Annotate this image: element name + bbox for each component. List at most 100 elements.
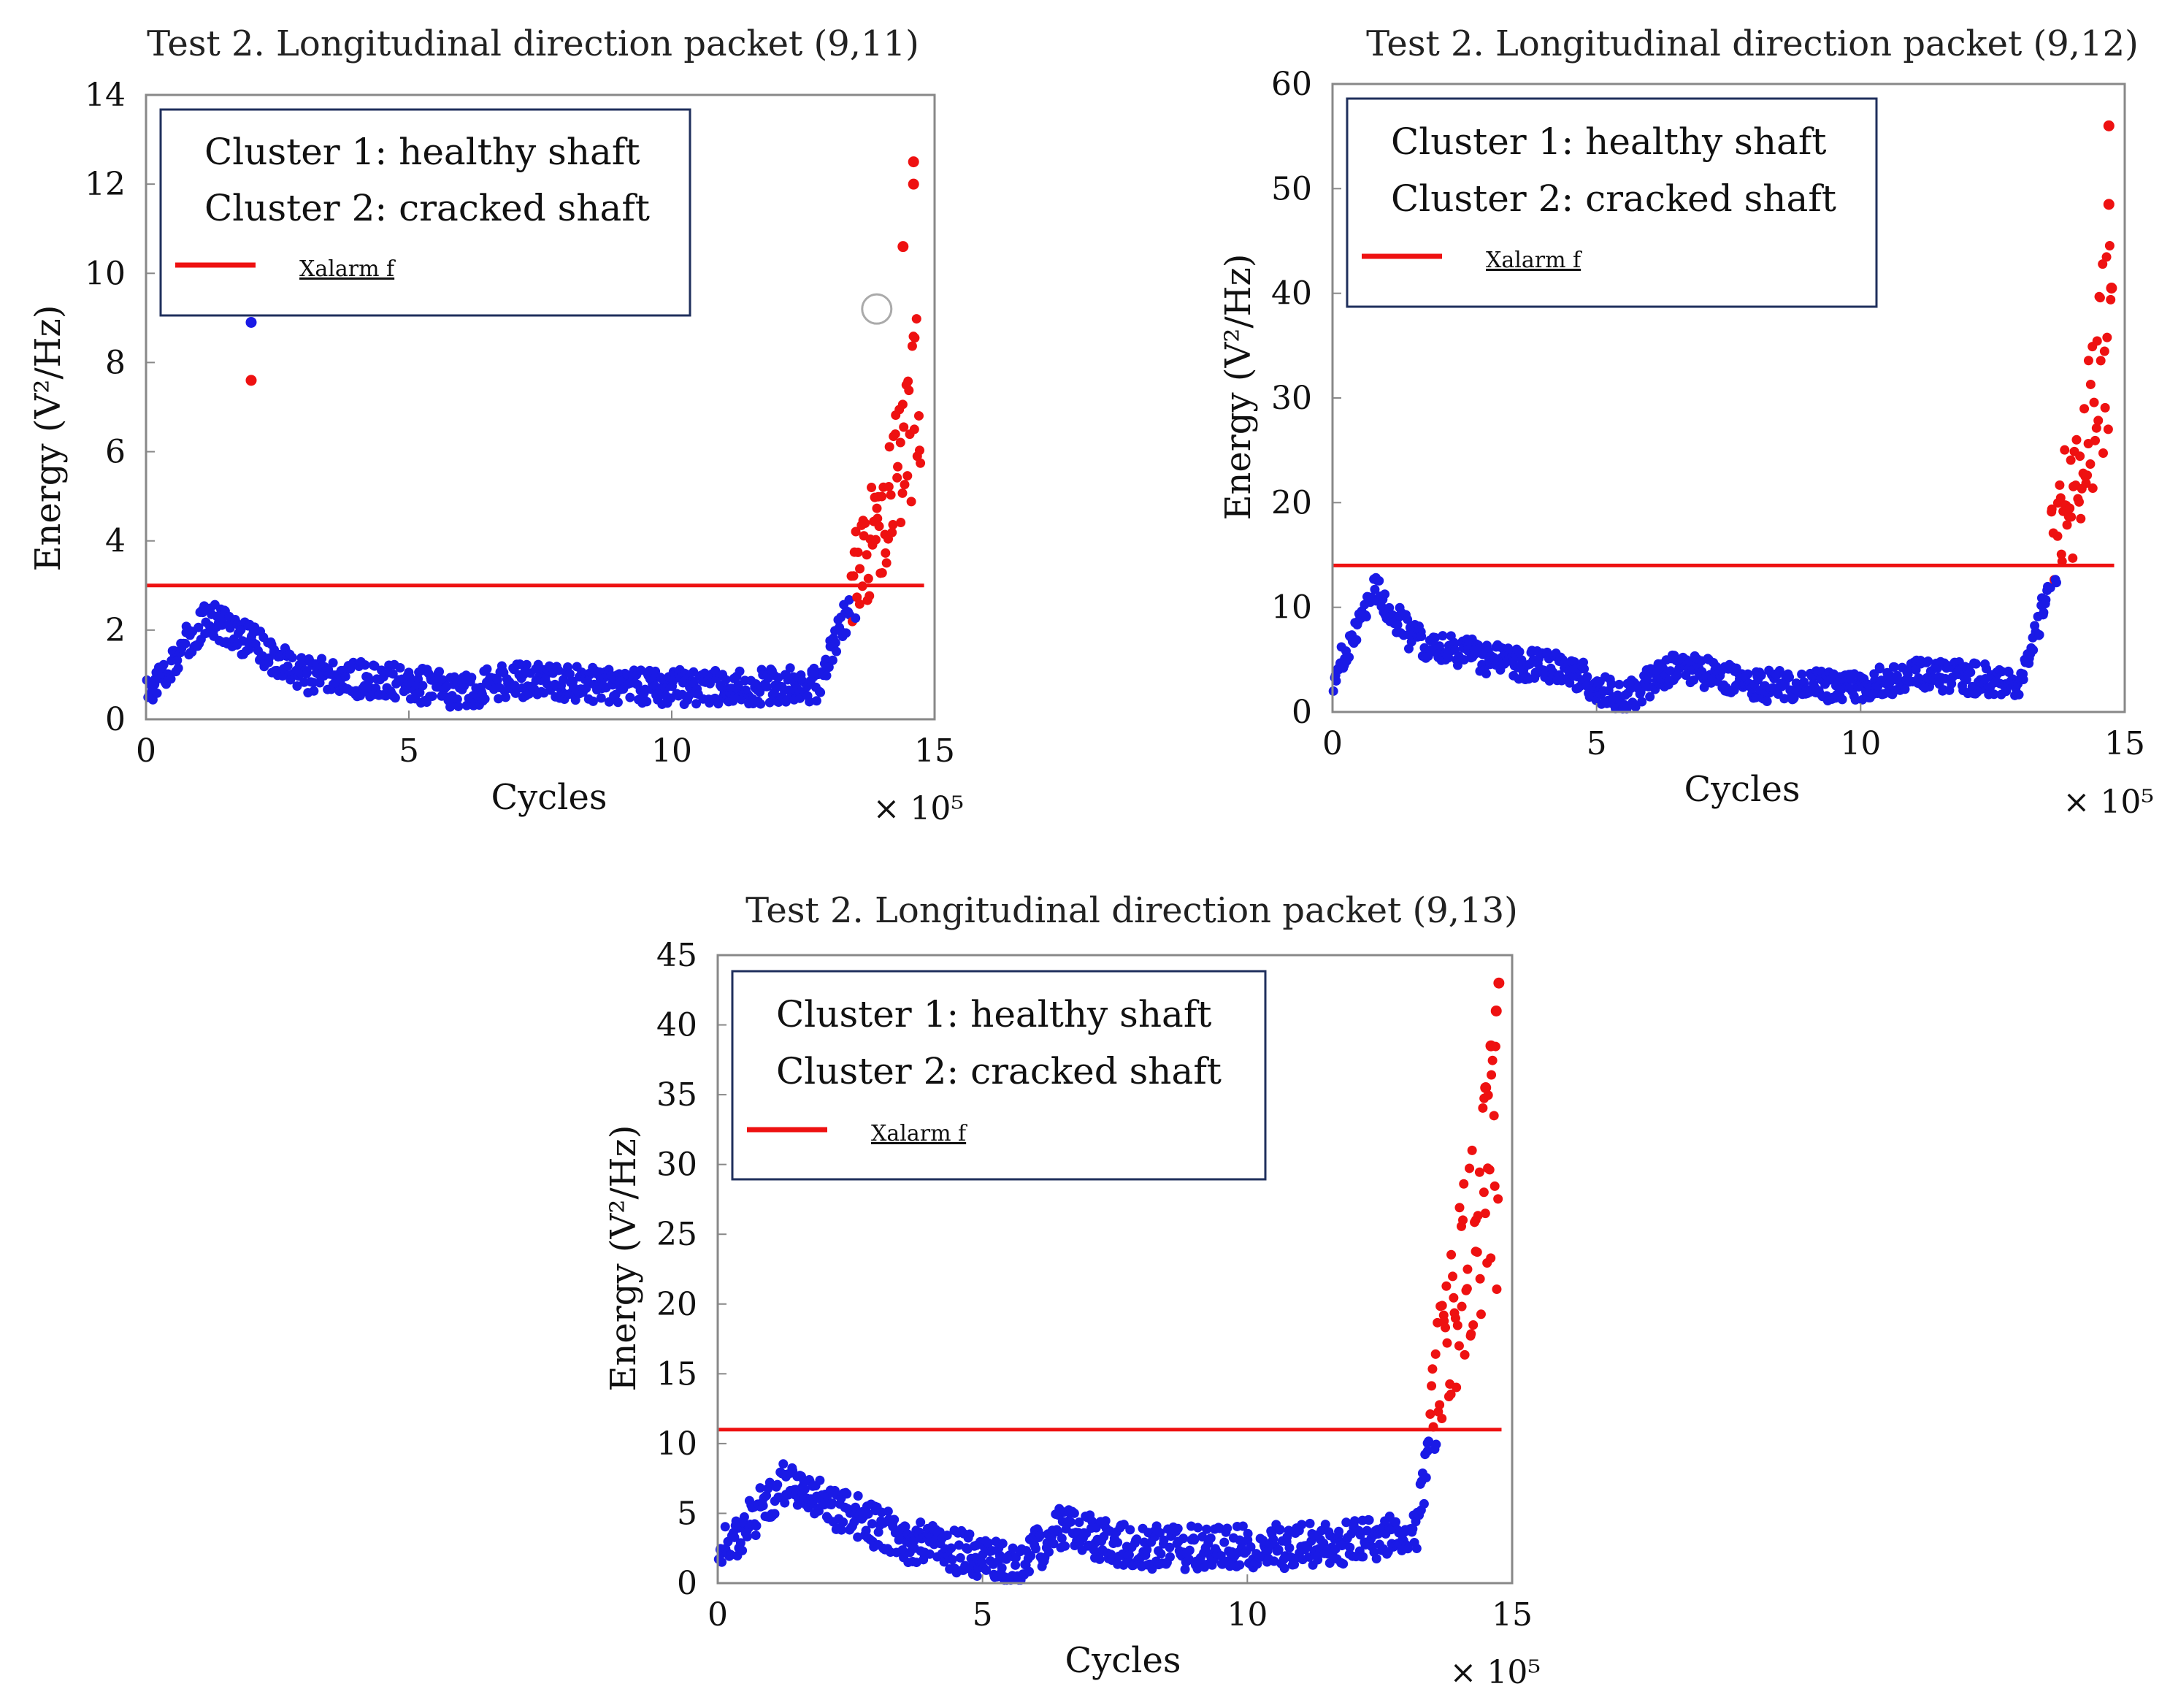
cracked-point	[851, 526, 861, 537]
healthy-point	[815, 1475, 825, 1485]
legend: Cluster 1: healthy shaft Cluster 2: crac…	[731, 970, 1267, 1181]
cracked-point	[1487, 1055, 1498, 1065]
healthy-point	[510, 681, 520, 691]
healthy-point	[510, 688, 521, 698]
healthy-point	[844, 595, 854, 605]
healthy-point	[889, 1514, 900, 1525]
cracked-point	[1489, 1111, 1499, 1121]
cracked-point	[1492, 1284, 1502, 1295]
healthy-point	[1074, 1517, 1084, 1528]
y-tick-label: 0	[1292, 694, 1312, 731]
healthy-point	[2014, 689, 2024, 700]
legend-box	[731, 970, 1267, 1181]
plot-area-frame	[145, 93, 936, 721]
y-tick-label: 5	[677, 1495, 697, 1532]
healthy-point	[173, 663, 183, 673]
healthy-point	[309, 686, 319, 696]
healthy-point	[558, 675, 568, 685]
x-tick-label: 10	[651, 732, 692, 770]
healthy-point	[1370, 584, 1380, 594]
healthy-point	[1235, 1560, 1245, 1570]
cracked-point	[910, 333, 920, 343]
cracked-point	[890, 429, 900, 439]
cracked-point	[886, 490, 896, 500]
healthy-point	[1424, 1436, 1434, 1447]
healthy-point	[1243, 1528, 1253, 1539]
healthy-point	[863, 1509, 873, 1519]
healthy-point	[515, 659, 525, 669]
cracked-point	[906, 497, 916, 507]
cracked-point	[2062, 520, 2072, 530]
cracked-point	[1479, 1187, 1489, 1198]
y-tick-label: 40	[656, 1007, 697, 1044]
healthy-point	[830, 637, 840, 648]
legend-entry-alarm: Xalarm f	[1486, 248, 1582, 273]
healthy-point	[813, 1506, 824, 1516]
cracked-point	[1452, 1382, 1462, 1393]
healthy-point	[1582, 672, 1592, 682]
healthy-point	[1900, 684, 1910, 694]
cracked-point	[1442, 1338, 1452, 1348]
healthy-point	[735, 666, 745, 676]
y-tick-label: 10	[1271, 589, 1312, 627]
healthy-point	[954, 1540, 964, 1550]
healthy-point	[2051, 578, 2061, 588]
healthy-point	[1408, 1524, 1418, 1534]
healthy-point	[997, 1539, 1008, 1549]
healthy-point	[1421, 1472, 1431, 1482]
cracked-point	[1430, 1349, 1441, 1359]
y-tick-label: 0	[105, 701, 126, 738]
cracked-point	[2092, 336, 2102, 346]
cracked-point	[2096, 356, 2106, 366]
healthy-point	[1026, 1550, 1036, 1560]
healthy-point	[853, 1532, 863, 1542]
cracked-point	[2065, 503, 2075, 513]
healthy-point	[1630, 702, 1641, 712]
healthy-point	[1606, 679, 1617, 689]
cracked-point	[2091, 423, 2101, 433]
x-tick-label: 10	[1227, 1596, 1268, 1634]
legend-entry-cracked: Cluster 2: cracked shaft	[776, 1050, 1222, 1092]
healthy-point	[942, 1530, 952, 1540]
cracked-point	[1425, 1409, 1435, 1420]
cracked-point	[2093, 415, 2104, 426]
healthy-point	[1837, 694, 1847, 705]
healthy-point	[287, 653, 297, 663]
healthy-point	[1419, 1498, 1429, 1509]
healthy-point	[1431, 1439, 1441, 1449]
cracked-point	[2066, 455, 2076, 465]
healthy-point	[742, 1531, 752, 1542]
healthy-point	[756, 699, 766, 709]
healthy-point	[1275, 1525, 1285, 1535]
healthy-point	[482, 664, 492, 674]
cracked-point	[864, 591, 875, 601]
cracked-point	[2085, 459, 2096, 469]
cracked-point	[2079, 404, 2090, 414]
cracked-point	[904, 386, 914, 396]
healthy-point	[1189, 1535, 1200, 1545]
cracked-point	[2103, 199, 2115, 210]
cracked-point	[888, 520, 898, 530]
healthy-point	[292, 681, 302, 692]
cracked-point	[2047, 504, 2057, 514]
cracked-point	[916, 458, 926, 468]
cracked-point	[2101, 252, 2112, 262]
cracked-point	[1460, 1349, 1470, 1360]
y-tick-label: 45	[656, 937, 697, 974]
healthy-point	[427, 691, 437, 701]
cracked-point	[860, 518, 870, 529]
healthy-point	[1125, 1525, 1135, 1535]
healthy-point	[1797, 669, 1807, 679]
healthy-point	[434, 667, 445, 677]
cracked-point	[1446, 1249, 1457, 1260]
healthy-point	[1320, 1520, 1330, 1530]
healthy-point	[1202, 1524, 1212, 1534]
x-tick-label: 0	[1322, 725, 1343, 762]
healthy-point	[1756, 670, 1766, 681]
cracked-point	[883, 481, 894, 491]
cracked-point	[1474, 1167, 1484, 1177]
cracked-point	[897, 399, 908, 410]
healthy-point	[1403, 614, 1413, 624]
cracked-point	[1466, 1329, 1476, 1339]
healthy-point	[785, 663, 795, 673]
